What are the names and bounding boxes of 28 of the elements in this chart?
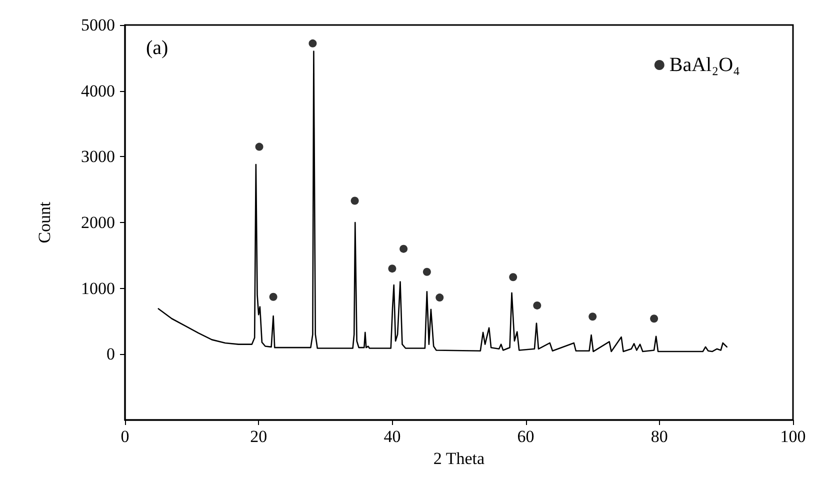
y-tick-label: 3000 bbox=[81, 147, 115, 166]
annotation: (a) bbox=[146, 37, 168, 59]
y-tick-label: 5000 bbox=[81, 16, 115, 34]
point bbox=[388, 264, 396, 273]
x-tick-label: 40 bbox=[384, 427, 401, 446]
point bbox=[422, 268, 431, 276]
x-tick-label: 20 bbox=[250, 427, 268, 446]
y-tick-label: 1000 bbox=[81, 278, 115, 298]
y-axis-title: Count bbox=[35, 201, 54, 244]
x-tick-label: 100 bbox=[780, 427, 806, 446]
x-tick-label: 0 bbox=[120, 427, 130, 446]
point bbox=[308, 39, 317, 48]
y-tick-label: 0 bbox=[106, 344, 115, 364]
point bbox=[255, 142, 264, 151]
legend-label: BaAl₂O₄ bbox=[669, 54, 740, 76]
point bbox=[533, 301, 542, 310]
point bbox=[400, 244, 408, 253]
point bbox=[350, 196, 359, 205]
x-tick-label: 60 bbox=[517, 427, 534, 446]
y-tick-label: 2000 bbox=[81, 213, 115, 232]
point bbox=[650, 314, 658, 323]
y-tick-label: 4000 bbox=[81, 81, 115, 100]
point bbox=[509, 273, 518, 282]
point bbox=[588, 312, 597, 321]
x-axis-title: 2 Theta bbox=[433, 448, 486, 468]
point bbox=[436, 294, 444, 302]
point bbox=[269, 292, 278, 301]
x-tick-label: 80 bbox=[650, 427, 668, 446]
